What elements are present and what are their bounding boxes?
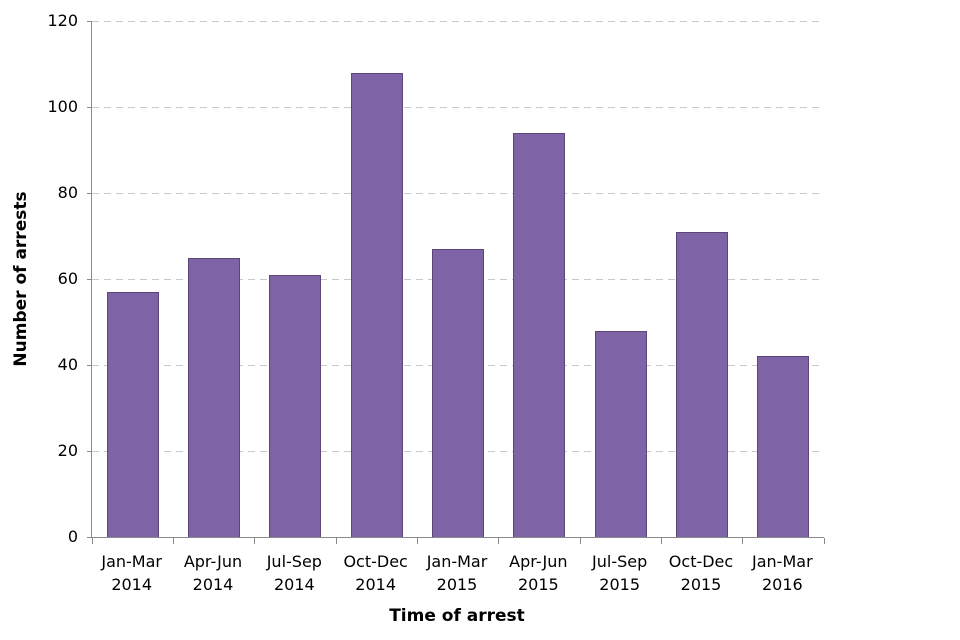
- y-tick-mark: [87, 450, 92, 452]
- x-tick-label-year: 2015: [680, 575, 722, 594]
- x-tick-label-quarter: Jan-Mar: [752, 552, 813, 571]
- x-tick-mark: [579, 538, 581, 544]
- x-tick-label: Jan-Mar 2015: [412, 550, 502, 596]
- x-tick-label-quarter: Jul-Sep: [266, 552, 322, 571]
- y-axis-tick-labels: 0 20 40 60 80 100 120: [0, 12, 78, 546]
- x-tick-label-year: 2015: [599, 575, 641, 594]
- bar: [269, 274, 322, 537]
- x-tick-mark: [172, 538, 174, 544]
- x-tick-label-year: 2015: [436, 575, 478, 594]
- x-tick-label-year: 2014: [111, 575, 153, 594]
- gridline: [92, 192, 824, 194]
- x-tick-label-quarter: Jan-Mar: [101, 552, 162, 571]
- x-tick-mark: [498, 538, 500, 544]
- bar: [350, 72, 403, 537]
- x-axis-title: Time of arrest: [389, 606, 525, 626]
- bar: [676, 231, 728, 537]
- bar: [594, 330, 647, 537]
- x-tick-label-quarter: Jul-Sep: [592, 552, 648, 571]
- bar: [432, 248, 484, 537]
- bar: [757, 356, 810, 537]
- x-tick-mark: [823, 538, 825, 544]
- x-tick-label: Oct-Dec 2015: [656, 550, 746, 596]
- y-tick-mark: [87, 20, 92, 22]
- x-tick-label: Jul-Sep 2014: [249, 550, 339, 596]
- x-tick-label: Jan-Mar 2016: [737, 550, 827, 596]
- y-tick-mark: [87, 106, 92, 108]
- y-tick-label: 120: [47, 11, 78, 30]
- x-tick-label-year: 2014: [355, 575, 397, 594]
- y-tick-mark: [87, 278, 92, 280]
- x-tick-label: Jul-Sep 2015: [575, 550, 665, 596]
- y-tick-label: 20: [57, 441, 78, 460]
- y-tick-mark: [87, 192, 92, 194]
- plot-area: [87, 20, 825, 544]
- bar: [513, 132, 566, 537]
- y-tick-label: 0: [67, 527, 78, 546]
- y-tick-mark: [87, 536, 92, 538]
- x-axis-tick-labels: Jan-Mar 2014 Apr-Jun 2014 Jul-Sep 2014 Oct-Dec…: [91, 550, 823, 600]
- bar: [106, 291, 159, 537]
- bar: [188, 257, 240, 537]
- x-tick-mark: [254, 538, 256, 544]
- x-tick-mark: [91, 538, 93, 544]
- x-tick-mark: [416, 538, 418, 544]
- y-tick-label: 100: [47, 97, 78, 116]
- x-tick-label: Oct-Dec 2014: [331, 550, 421, 596]
- x-tick-label: Apr-Jun 2014: [168, 550, 258, 596]
- x-tick-mark: [742, 538, 744, 544]
- x-tick-label-year: 2015: [517, 575, 559, 594]
- x-tick-label-quarter: Oct-Dec: [668, 552, 734, 571]
- x-tick-mark: [335, 538, 337, 544]
- y-tick-label: 80: [57, 183, 78, 202]
- x-tick-label: Apr-Jun 2015: [493, 550, 583, 596]
- x-tick-label-quarter: Oct-Dec: [343, 552, 408, 571]
- gridline: [92, 106, 824, 108]
- y-tick-label: 60: [57, 269, 78, 288]
- x-tick-label: Jan-Mar 2014: [87, 550, 177, 596]
- y-tick-mark: [87, 364, 92, 366]
- x-tick-label-quarter: Apr-Jun: [183, 552, 243, 571]
- x-tick-label-year: 2014: [273, 575, 315, 594]
- y-tick-label: 40: [57, 355, 78, 374]
- x-tick-label-year: 2016: [761, 575, 803, 594]
- x-tick-label-year: 2014: [192, 575, 234, 594]
- x-tick-label-quarter: Jan-Mar: [426, 552, 488, 571]
- x-tick-label-quarter: Apr-Jun: [509, 552, 568, 571]
- x-tick-mark: [660, 538, 662, 544]
- gridline: [92, 20, 824, 22]
